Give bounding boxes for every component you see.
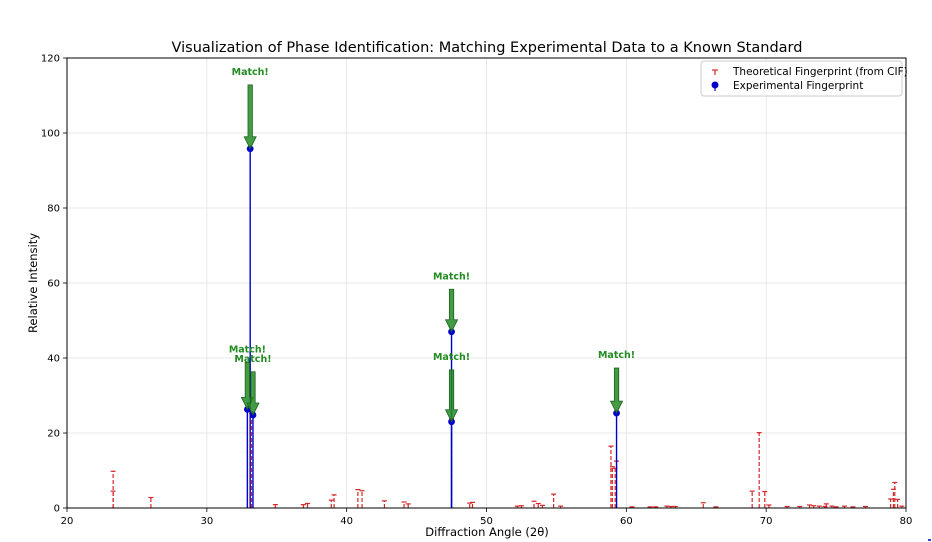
match-label: Match! — [433, 352, 470, 363]
y-tick-label: 120 — [41, 54, 60, 65]
legend-box — [700, 60, 903, 97]
x-tick-label: 50 — [480, 516, 493, 527]
x-tick-label: 70 — [760, 516, 773, 527]
chart-title: Visualization of Phase Identification: M… — [172, 40, 803, 56]
match-arrow — [246, 371, 260, 416]
match-annotations: Match!Match!Match!Match!Match! Match! — [229, 67, 635, 423]
match-arrow — [243, 84, 257, 150]
experimental-stems — [243, 145, 620, 508]
match-label: Match! — [232, 67, 269, 78]
x-tick-label: 80 — [900, 516, 913, 527]
match-arrow — [444, 369, 459, 423]
legend-theory-marker — [712, 69, 718, 75]
legend-experimental-label: Experimental Fingerprint — [733, 80, 863, 92]
match-label: Match! — [234, 354, 271, 365]
x-tick-label: 20 — [61, 516, 74, 527]
match-arrow — [444, 288, 459, 333]
corner-mark — [928, 539, 931, 541]
legend: Theoretical Fingerprint (from CIF) Exper… — [700, 60, 908, 97]
y-tick-label: 60 — [47, 279, 60, 290]
legend-theory-label: Theoretical Fingerprint (from CIF) — [732, 66, 908, 78]
match-label: Match! — [229, 344, 266, 355]
match-label: Match! — [598, 350, 635, 361]
match-label: Match! — [433, 271, 470, 282]
y-tick-label: 20 — [47, 429, 60, 440]
y-tick-label: 100 — [41, 129, 60, 140]
x-tick-label: 60 — [620, 516, 633, 527]
y-tick-label: 0 — [54, 504, 60, 515]
grid — [66, 57, 907, 509]
theoretical-stems — [110, 408, 905, 508]
y-tick-label: 80 — [47, 204, 60, 215]
y-tick-label: 40 — [47, 354, 60, 365]
x-tick-label: 40 — [340, 516, 353, 527]
y-axis-label: Relative Intensity — [26, 233, 40, 333]
match-arrow — [609, 367, 624, 415]
x-tick-label: 30 — [200, 516, 213, 527]
x-axis-label: Diffraction Angle (2θ) — [425, 525, 548, 539]
